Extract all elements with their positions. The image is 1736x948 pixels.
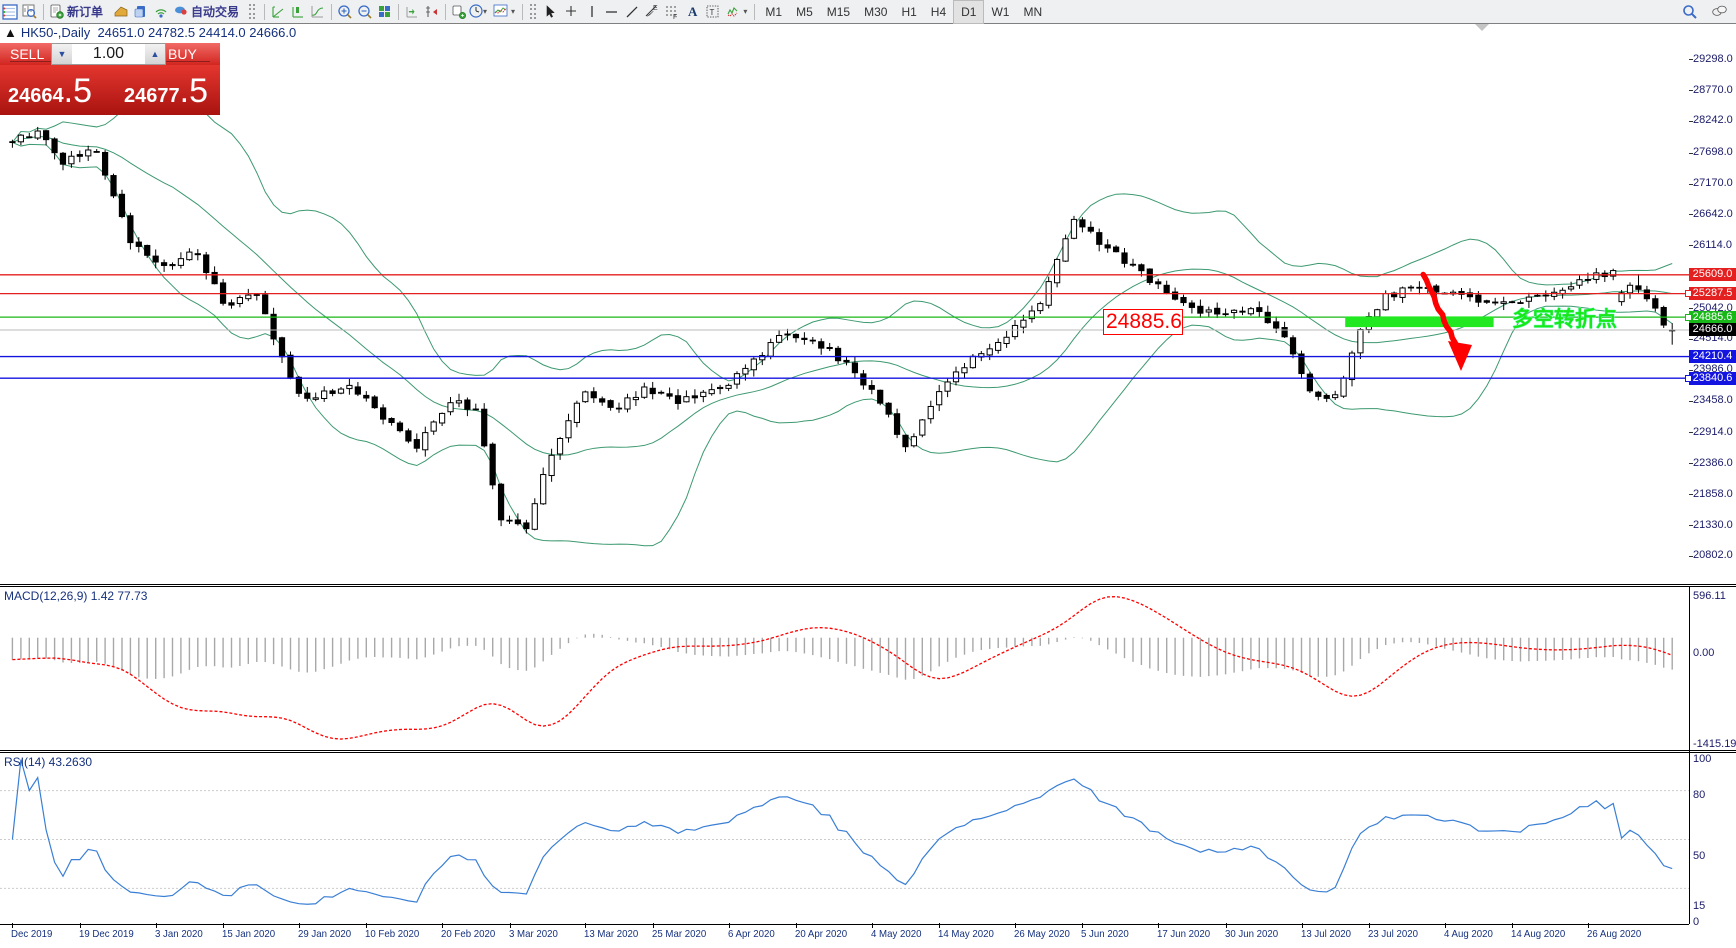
svg-text:E: E	[653, 5, 658, 12]
svg-text:T: T	[710, 8, 715, 17]
svg-text:F: F	[673, 14, 677, 20]
